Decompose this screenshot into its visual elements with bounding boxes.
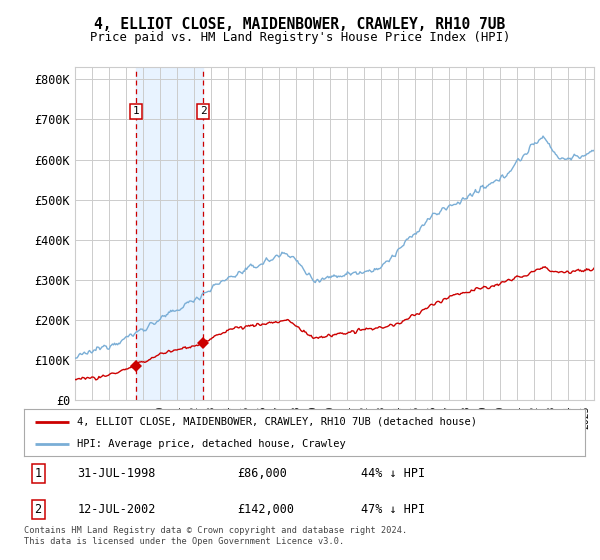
Text: 1: 1 — [34, 467, 41, 480]
Text: Contains HM Land Registry data © Crown copyright and database right 2024.
This d: Contains HM Land Registry data © Crown c… — [24, 526, 407, 546]
Text: 2: 2 — [200, 106, 206, 116]
Text: 12-JUL-2002: 12-JUL-2002 — [77, 503, 155, 516]
Text: 31-JUL-1998: 31-JUL-1998 — [77, 467, 155, 480]
Text: 4, ELLIOT CLOSE, MAIDENBOWER, CRAWLEY, RH10 7UB (detached house): 4, ELLIOT CLOSE, MAIDENBOWER, CRAWLEY, R… — [77, 417, 477, 427]
Text: £142,000: £142,000 — [237, 503, 294, 516]
Text: Price paid vs. HM Land Registry's House Price Index (HPI): Price paid vs. HM Land Registry's House … — [90, 31, 510, 44]
Text: 47% ↓ HPI: 47% ↓ HPI — [361, 503, 425, 516]
Text: £86,000: £86,000 — [237, 467, 287, 480]
Text: 4, ELLIOT CLOSE, MAIDENBOWER, CRAWLEY, RH10 7UB: 4, ELLIOT CLOSE, MAIDENBOWER, CRAWLEY, R… — [94, 17, 506, 32]
Bar — [136, 67, 203, 400]
Text: 1: 1 — [133, 106, 139, 116]
Text: HPI: Average price, detached house, Crawley: HPI: Average price, detached house, Craw… — [77, 438, 346, 449]
Text: 44% ↓ HPI: 44% ↓ HPI — [361, 467, 425, 480]
Text: 2: 2 — [34, 503, 41, 516]
